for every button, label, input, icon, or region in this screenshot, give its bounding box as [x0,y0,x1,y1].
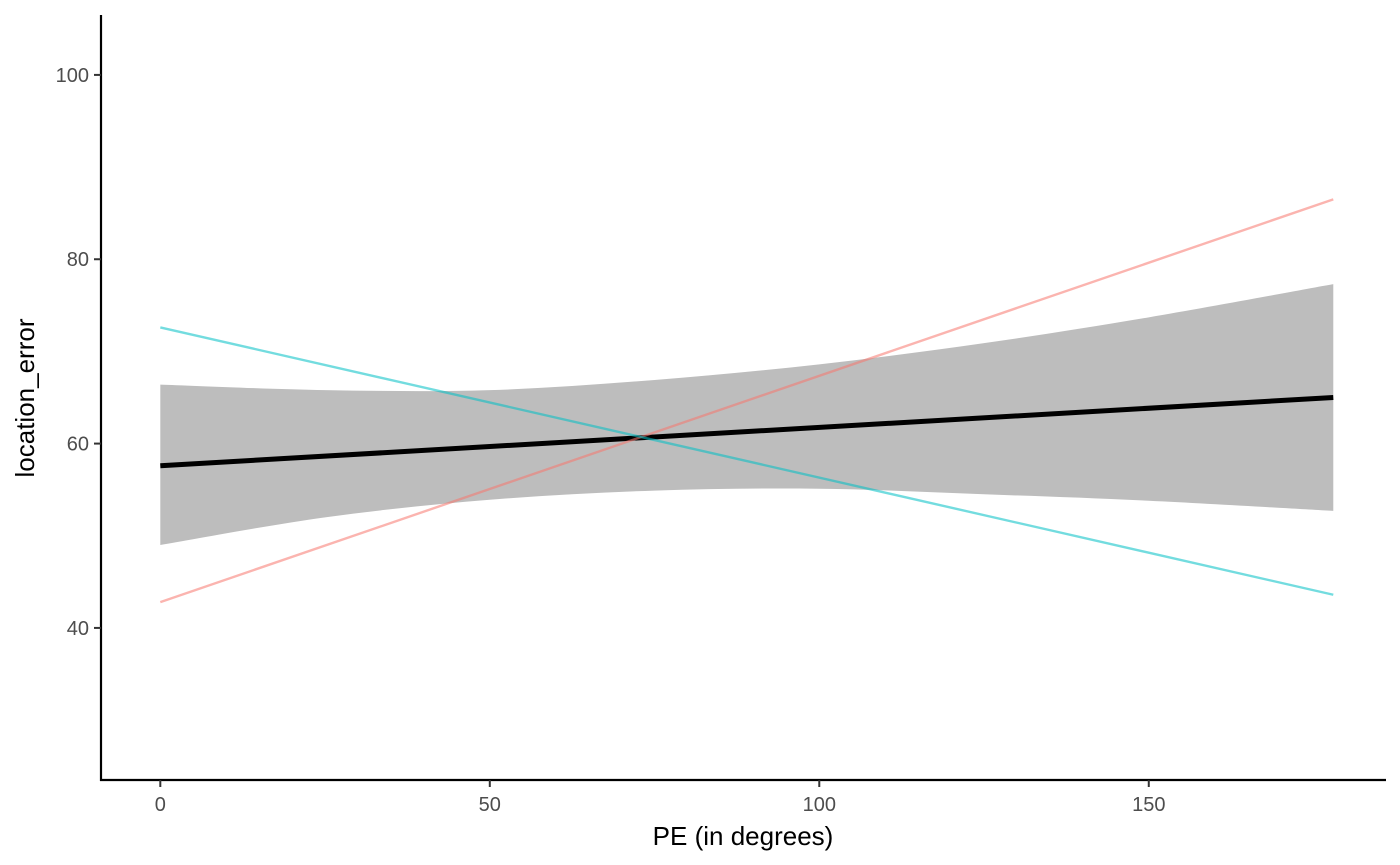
confidence-band [160,284,1333,545]
y-tick-label: 60 [67,434,89,456]
y-tick-label: 40 [67,618,89,640]
y-tick-label: 100 [56,65,89,87]
x-tick-label: 150 [1132,794,1165,816]
x-tick-label: 50 [479,794,501,816]
confidence-band-layer [160,284,1333,545]
x-tick-label: 100 [803,794,836,816]
y-axis-title: location_error [10,318,40,477]
x-tick-label: 0 [155,794,166,816]
y-tick-label: 80 [67,249,89,271]
x-axis-title: PE (in degrees) [653,821,834,851]
